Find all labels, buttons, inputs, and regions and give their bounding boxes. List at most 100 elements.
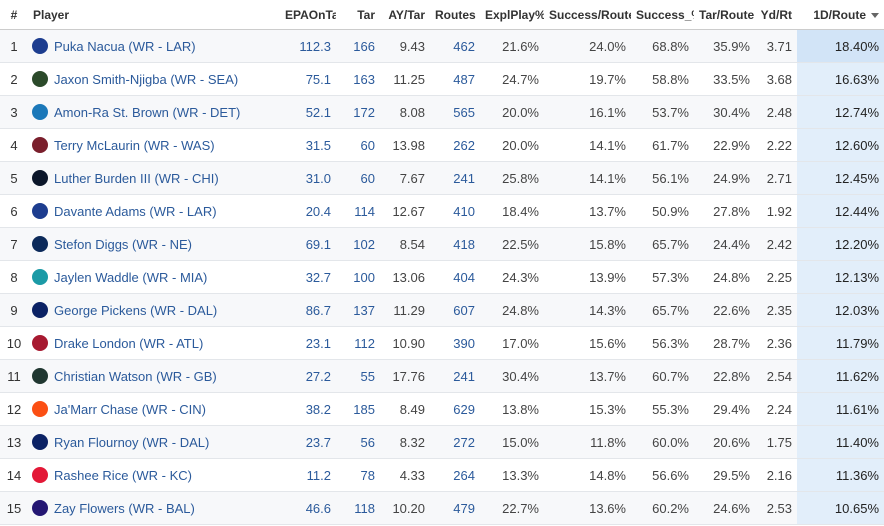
cell: 166 (336, 29, 380, 63)
cell-text: 2.53 (766, 500, 792, 516)
cell-text: 166 (353, 38, 375, 54)
cell: 13.7% (544, 194, 631, 228)
team-logo (32, 104, 48, 120)
cell-text: 607 (453, 302, 475, 318)
table-row: 2 Jaxon Smith-Njigba (WR - SEA) 75.1 163 11.… (0, 62, 884, 96)
player-cell: Christian Watson (WR - GB) (28, 359, 280, 393)
cell: 17.76 (380, 359, 430, 393)
header-label: 1D/Route (813, 7, 866, 22)
player-cell: Stefon Diggs (WR - NE) (28, 227, 280, 261)
cell: 65.7% (631, 293, 694, 327)
header-label: Routes (435, 7, 476, 22)
player-link[interactable]: Puka Nacua (WR - LAR) (54, 39, 196, 54)
cell: 27.8% (694, 194, 755, 228)
player-link[interactable]: Davante Adams (WR - LAR) (54, 204, 217, 219)
cell: 86.7 (280, 293, 336, 327)
player-link[interactable]: Ja'Marr Chase (WR - CIN) (54, 402, 206, 417)
cell-text: 10.65% (834, 500, 879, 516)
column-header[interactable]: Tar/Route (694, 0, 755, 30)
cell: 7 (0, 227, 28, 261)
cell: 7.67 (380, 161, 430, 195)
cell-text: 65.7% (652, 302, 689, 318)
player-cell: Davante Adams (WR - LAR) (28, 194, 280, 228)
cell: 32.7 (280, 260, 336, 294)
cell: 12.13% (797, 260, 884, 294)
column-header[interactable]: EPAOnTar (280, 0, 336, 30)
cell: 20.4 (280, 194, 336, 228)
player-link[interactable]: Zay Flowers (WR - BAL) (54, 501, 195, 516)
player-link[interactable]: George Pickens (WR - DAL) (54, 303, 218, 318)
cell-text: 27.8% (713, 203, 750, 219)
cell-text: 24.9% (713, 170, 750, 186)
cell: 14.8% (544, 458, 631, 492)
header-label: Yd/Rt (760, 7, 792, 22)
team-logo (32, 401, 48, 417)
cell: 56.6% (631, 458, 694, 492)
column-header[interactable]: Success/Route (544, 0, 631, 30)
cell: 22.8% (694, 359, 755, 393)
player-link[interactable]: Amon-Ra St. Brown (WR - DET) (54, 105, 241, 120)
player-cell: Drake London (WR - ATL) (28, 326, 280, 360)
player-link[interactable]: Jaxon Smith-Njigba (WR - SEA) (54, 72, 239, 87)
cell-text: 19.7% (589, 71, 626, 87)
cell: 55.3% (631, 392, 694, 426)
cell: 462 (430, 29, 480, 63)
cell: 112 (336, 326, 380, 360)
cell: 52.1 (280, 95, 336, 129)
cell: 24.7% (480, 62, 544, 96)
column-header[interactable]: AY/Tar (380, 0, 430, 30)
cell-text: 264 (453, 467, 475, 483)
column-header[interactable]: 1D/Route (797, 0, 884, 30)
column-header[interactable]: Success_% (631, 0, 694, 30)
cell: 11.2 (280, 458, 336, 492)
cell-text: 25.8% (502, 170, 539, 186)
cell: 22.6% (694, 293, 755, 327)
cell: 390 (430, 326, 480, 360)
cell: 11.40% (797, 425, 884, 459)
cell: 17.0% (480, 326, 544, 360)
header-row: # Player EPAOnTar Tar AY/Tar Routes ExplPlay% S… (0, 0, 884, 30)
cell: 58.8% (631, 62, 694, 96)
cell: 100 (336, 260, 380, 294)
column-header[interactable]: Routes (430, 0, 480, 30)
cell: 33.5% (694, 62, 755, 96)
cell-text: 11.8% (590, 434, 626, 450)
cell-text: 137 (353, 302, 375, 318)
player-link[interactable]: Rashee Rice (WR - KC) (54, 468, 192, 483)
cell-text: 58.8% (652, 71, 689, 87)
player-link[interactable]: Drake London (WR - ATL) (54, 336, 204, 351)
header-label: Success/Route (549, 7, 631, 22)
column-header[interactable]: Yd/Rt (755, 0, 797, 30)
cell-text: 16.1% (589, 104, 626, 120)
cell: 18.40% (797, 29, 884, 63)
cell: 241 (430, 359, 480, 393)
player-link[interactable]: Stefon Diggs (WR - NE) (54, 237, 192, 252)
player-link[interactable]: Christian Watson (WR - GB) (54, 369, 217, 384)
player-cell: Terry McLaurin (WR - WAS) (28, 128, 280, 162)
column-header[interactable]: Tar (336, 0, 380, 30)
cell: 2 (0, 62, 28, 96)
cell-text: 60.0% (652, 434, 689, 450)
cell: 24.8% (480, 293, 544, 327)
column-header[interactable]: ExplPlay% (480, 0, 544, 30)
table-row: 5 Luther Burden III (WR - CHI) 31.0 60 7.67 2… (0, 161, 884, 195)
cell-text: 114 (354, 203, 375, 219)
cell: 60.2% (631, 491, 694, 525)
player-link[interactable]: Jaylen Waddle (WR - MIA) (54, 270, 208, 285)
cell-text: 241 (453, 170, 475, 186)
player-link[interactable]: Luther Burden III (WR - CHI) (54, 171, 219, 186)
cell: 11.61% (797, 392, 884, 426)
cell-text: 22.8% (713, 368, 750, 384)
column-header[interactable]: Player (28, 0, 280, 30)
cell: 9.43 (380, 29, 430, 63)
player-link[interactable]: Ryan Flournoy (WR - DAL) (54, 435, 210, 450)
cell: 8.32 (380, 425, 430, 459)
cell: 2.35 (755, 293, 797, 327)
column-header[interactable]: # (0, 0, 28, 30)
table-row: 13 Ryan Flournoy (WR - DAL) 23.7 56 8.32 272 1… (0, 425, 884, 459)
player-link[interactable]: Terry McLaurin (WR - WAS) (54, 138, 215, 153)
cell: 404 (430, 260, 480, 294)
player-cell: Ryan Flournoy (WR - DAL) (28, 425, 280, 459)
cell: 11.62% (797, 359, 884, 393)
cell-text: 52.1 (305, 104, 331, 120)
